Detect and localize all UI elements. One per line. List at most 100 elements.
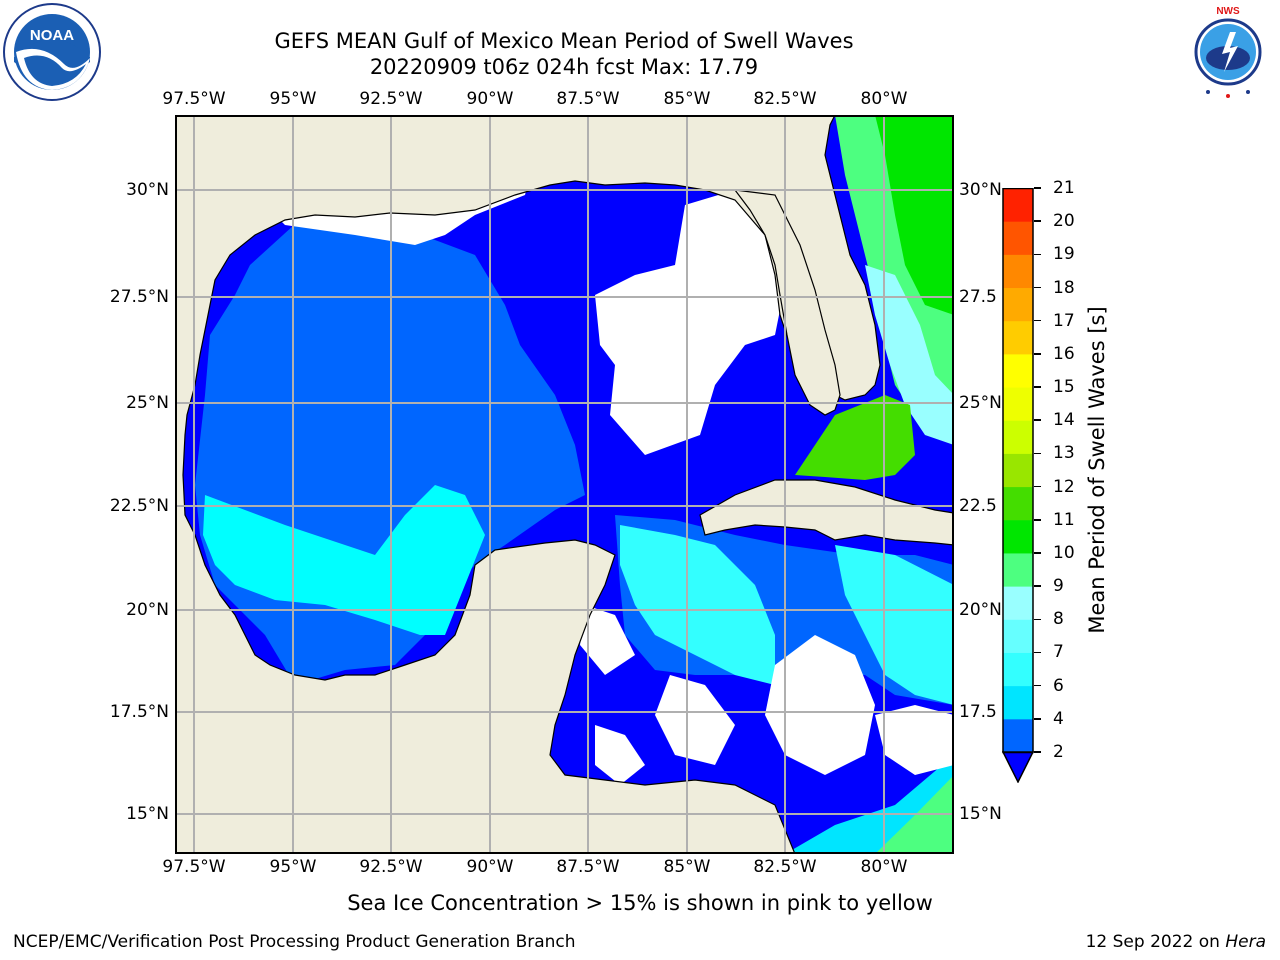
lon-label-bottom: 97.5°W: [162, 857, 226, 877]
colorbar-band: [1003, 320, 1033, 355]
lon-label-bottom: 80°W: [860, 857, 908, 877]
lon-label-top: 82.5°W: [753, 89, 817, 109]
colorbar-band: [1003, 519, 1033, 554]
colorbar-tick-mark: [1034, 684, 1041, 687]
colorbar-tick-label: 12: [1053, 476, 1075, 497]
colorbar-band: [1003, 486, 1033, 521]
lon-label-top: 90°W: [466, 89, 514, 109]
colorbar-tick-label: 11: [1053, 509, 1075, 530]
lon-label-bottom: 82.5°W: [753, 857, 817, 877]
noaa-logo: NOAA: [2, 2, 102, 102]
lon-label-bottom: 85°W: [663, 857, 711, 877]
lon-label-top: 92.5°W: [359, 89, 423, 109]
colorbar-tick-label: 7: [1053, 642, 1064, 663]
map-panel: [174, 114, 955, 855]
colorbar-tick-label: 17: [1053, 310, 1075, 331]
colorbar-tick-label: 4: [1053, 708, 1064, 729]
colorbar-band: [1003, 586, 1033, 620]
swell-4-6-caribbean-east: [835, 545, 954, 705]
map-frame: [175, 115, 954, 854]
lat-label-left: 25°N: [126, 393, 169, 413]
colorbar-tick-label: 8: [1053, 609, 1064, 630]
colorbar-band: [1003, 221, 1033, 255]
colorbar-tick-label: 13: [1053, 443, 1075, 464]
colorbar-label: Mean Period of Swell Waves [s]: [1085, 306, 1109, 634]
swell-6-8-atlantic: [865, 265, 954, 445]
colorbar-tick-mark: [1034, 452, 1041, 455]
colorbar-tick-label: 2: [1053, 742, 1064, 762]
colorbar-tick-mark: [1034, 386, 1041, 388]
swell-4-6-caribbean: [620, 525, 775, 685]
colorbar-tick-mark: [1034, 585, 1041, 587]
lat-label-right: 17.5: [959, 702, 997, 722]
colorbar-extend-triangle: [1001, 751, 1035, 784]
colorbar-tick-label: 20: [1053, 211, 1075, 232]
lat-label-left: 30°N: [126, 180, 169, 200]
colorbar-tick-mark: [1034, 286, 1041, 289]
colorbar-tick-label: 14: [1053, 410, 1075, 431]
colorbar-band: [1003, 552, 1033, 587]
colorbar-band: [1003, 420, 1033, 454]
colorbar-band: [1003, 453, 1033, 488]
swell-4-6-gulf: [203, 485, 485, 635]
svg-text:NOAA: NOAA: [30, 27, 74, 44]
lon-label-top: 80°W: [860, 89, 908, 109]
land-cuba: [699, 479, 955, 546]
footer-date-text: 12 Sep 2022 on: [1085, 932, 1226, 952]
footer-host: Hera: [1225, 932, 1266, 952]
lat-label-left: 17.5°N: [109, 702, 169, 722]
lon-label-top: 87.5°W: [556, 89, 620, 109]
lon-label-bottom: 92.5°W: [359, 857, 423, 877]
colorbar-tick-mark: [1034, 718, 1041, 720]
sea-ice-note: Sea Ice Concentration > 15% is shown in …: [347, 891, 933, 915]
colorbar-tick-mark: [1034, 485, 1041, 488]
colorbar-tick-mark: [1034, 353, 1041, 355]
colorbar-tick-label: 19: [1053, 244, 1075, 265]
colorbar-tick-mark: [1034, 187, 1041, 189]
lon-label-bottom: 87.5°W: [556, 857, 620, 877]
colorbar: [1001, 187, 1035, 784]
colorbar-tick-mark: [1034, 220, 1041, 222]
colorbar-tick-mark: [1034, 419, 1041, 421]
lon-label-top: 95°W: [269, 89, 317, 109]
colorbar-tick-label: 16: [1053, 343, 1075, 364]
colorbar-band: [1003, 287, 1033, 322]
colorbar-band: [1003, 387, 1033, 421]
lat-label-left: 27.5°N: [109, 287, 169, 307]
colorbar-svg: [1001, 187, 1035, 784]
lat-label-right: 30°N: [959, 180, 1002, 200]
map-svg: [174, 114, 955, 855]
nws-logo: NWS: [1178, 2, 1278, 102]
lat-label-left: 22.5°N: [109, 496, 169, 516]
colorbar-band: [1003, 254, 1033, 289]
colorbar-tick-mark: [1034, 319, 1041, 322]
lon-label-bottom: 90°W: [466, 857, 514, 877]
svg-text:NWS: NWS: [1216, 6, 1240, 17]
lat-label-left: 20°N: [126, 600, 169, 620]
gridlines: [175, 115, 954, 854]
colorbar-tick-mark: [1034, 618, 1041, 621]
colorbar-band: [1003, 685, 1033, 720]
colorbar-band: [1003, 188, 1033, 222]
lat-label-left: 15°N: [126, 804, 169, 824]
colorbar-tick-label: 15: [1053, 377, 1075, 398]
colorbar-band: [1003, 353, 1033, 388]
colorbar-tick-label: 9: [1053, 576, 1064, 597]
colorbar-tick-mark: [1034, 253, 1041, 256]
lon-label-bottom: 95°W: [269, 857, 317, 877]
lat-label-right: 27.5: [959, 287, 997, 307]
swell-9-12-se: [875, 775, 954, 854]
land-florida: [733, 189, 841, 416]
lon-label-top: 85°W: [663, 89, 711, 109]
chart-title: GEFS MEAN Gulf of Mexico Mean Period of …: [274, 29, 854, 53]
colorbar-tick-label: 18: [1053, 277, 1075, 298]
colorbar-tick-mark: [1034, 552, 1041, 554]
colorbar-tick-mark: [1034, 651, 1041, 654]
lat-label-right: 25°N: [959, 393, 1002, 413]
colorbar-frame: [1002, 187, 1034, 754]
lon-label-top: 97.5°W: [162, 89, 226, 109]
colorbar-tick-mark: [1034, 519, 1041, 521]
chart-subtitle: 20220909 t06z 024h fcst Max: 17.79: [369, 55, 759, 79]
colorbar-tick-label: 10: [1053, 542, 1075, 563]
swell-10-12-atlantic: [875, 115, 954, 315]
